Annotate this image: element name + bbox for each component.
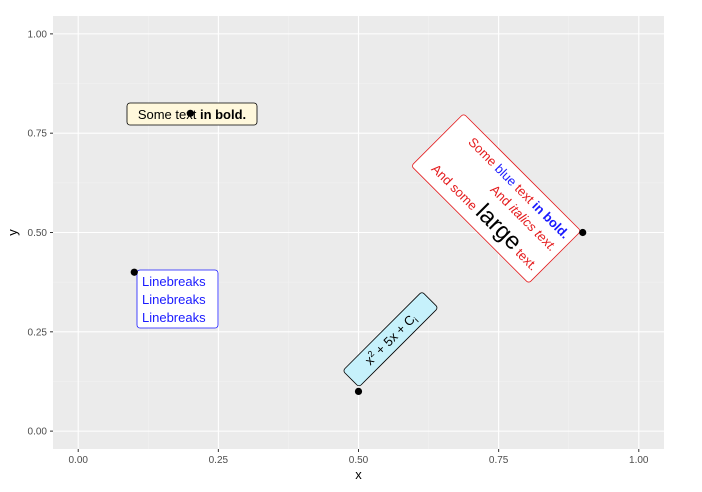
linebreak-line-2: Linebreaks	[142, 292, 206, 307]
y-tick-label: 0.25	[28, 327, 48, 338]
data-points	[130, 109, 587, 395]
x-tick-label: 1.00	[629, 455, 649, 466]
y-tick-label: 0.50	[28, 228, 48, 239]
label-linebreaks-box	[136, 269, 219, 329]
x-axis-title: x	[355, 467, 362, 482]
linebreak-line-3: Linebreaks	[142, 310, 206, 325]
data-point	[186, 109, 194, 117]
y-axis-title: y	[5, 229, 20, 236]
x-tick-label: 0.00	[68, 455, 88, 466]
linebreak-line-1: Linebreaks	[142, 274, 206, 289]
label-formula-box	[343, 292, 438, 387]
label-bold-textline: Some text in bold.	[138, 107, 246, 122]
label-bold-strong: in bold.	[200, 107, 246, 122]
label-linebreaks: Linebreaks Linebreaks Linebreaks	[136, 269, 219, 329]
x-tick-label: 0.75	[489, 455, 509, 466]
axis-ticks: 0.00 0.25 0.50 0.75 1.00 0.00 0.25 0.50 0.75 1.00	[28, 29, 649, 466]
formula-exponent: 2	[366, 349, 377, 360]
x-tick-label: 0.50	[349, 455, 369, 466]
y-tick-label: 0.00	[28, 427, 48, 438]
x-tick-label: 0.25	[209, 455, 229, 466]
data-point	[354, 387, 363, 395]
y-tick-label: 1.00	[28, 29, 48, 40]
data-point	[579, 228, 587, 237]
formula-subscript: i	[412, 315, 420, 323]
label-rich-box	[412, 114, 581, 283]
label-bold-plain: Some text	[138, 107, 200, 122]
y-tick-label: 0.75	[28, 129, 48, 140]
data-point	[130, 268, 138, 276]
